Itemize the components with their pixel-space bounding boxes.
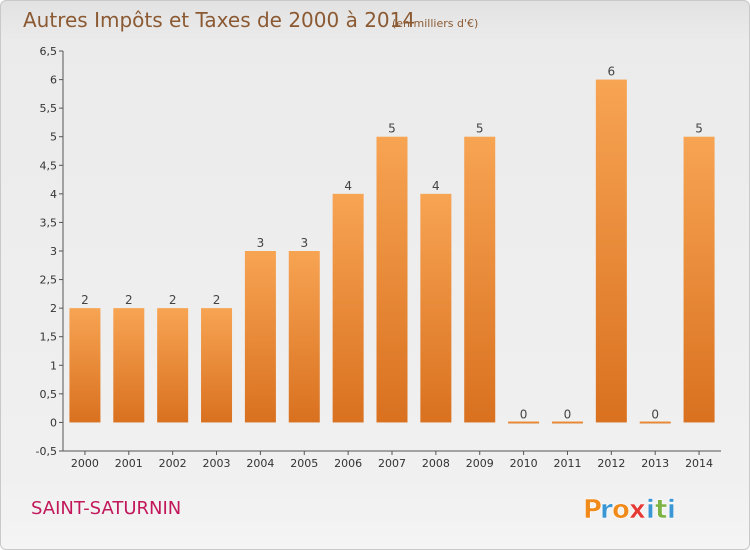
y-tick-label: 1,5 (40, 331, 58, 344)
y-tick-label: 6,5 (40, 45, 58, 58)
x-tick-label-2001: 2001 (115, 457, 143, 470)
y-tick-label: 4 (50, 188, 57, 201)
value-label-2012: 6 (608, 65, 616, 79)
x-axis: 2000 2001 2002 2003 2004 2005 2006 2007 2008 2009… (63, 450, 721, 470)
y-tick-label: 0,5 (40, 388, 58, 401)
chart-subtitle: (en milliers d'€) (392, 17, 478, 30)
x-tick-label-2006: 2006 (334, 457, 362, 470)
value-label-2005: 3 (300, 236, 308, 250)
bar-2000 (69, 308, 101, 423)
value-label-2006: 4 (344, 179, 352, 193)
bar-2005 (288, 251, 320, 423)
bar-2009 (464, 136, 496, 423)
logo-letter: r (600, 495, 613, 525)
x-tick-label-2004: 2004 (246, 457, 274, 470)
value-label-2002: 2 (169, 293, 177, 307)
value-label-2003: 2 (213, 293, 221, 307)
value-label-2009: 5 (476, 122, 484, 136)
logo-letter: t (655, 495, 667, 525)
x-tick-label-2008: 2008 (422, 457, 450, 470)
y-tick-label: 5,5 (40, 102, 58, 115)
logo-letter: i (667, 495, 676, 525)
x-tick-label-2005: 2005 (290, 457, 318, 470)
x-tick-label-2013: 2013 (641, 457, 669, 470)
bar-2002 (157, 308, 189, 423)
y-tick-label: 0 (50, 416, 57, 429)
value-label-2007: 5 (388, 122, 396, 136)
value-label-2001: 2 (125, 293, 133, 307)
y-tick-label: 5 (50, 131, 57, 144)
bars: 2 2 2 2 3 3 4 5 4 5 0 0 6 0 5 (69, 65, 715, 424)
value-label-2000: 2 (81, 293, 89, 307)
bar-2008 (420, 193, 452, 423)
y-tick-label: 6 (50, 74, 57, 87)
value-label-2004: 3 (257, 236, 265, 250)
x-tick-label-2002: 2002 (159, 457, 187, 470)
logo-letter: P (583, 495, 602, 525)
y-tick-label: 3 (50, 245, 57, 258)
y-tick-label: 4,5 (40, 159, 58, 172)
x-tick-label-2010: 2010 (510, 457, 538, 470)
y-tick-label: -0,5 (36, 445, 57, 458)
y-axis: -0,5 0 0,5 1 1,5 2 2,5 3 3,5 4 4,5 5 5,5 6 6,5 (36, 45, 64, 458)
bar-2012 (595, 79, 627, 423)
bar-2010 (508, 421, 540, 424)
bar-2006 (332, 193, 364, 423)
y-tick-label: 3,5 (40, 216, 58, 229)
bar-2007 (376, 136, 408, 423)
proxiti-logo: Pr o x i t i (583, 495, 677, 526)
y-tick-label: 2 (50, 302, 57, 315)
y-tick-label: 1 (50, 359, 57, 372)
x-tick-label-2009: 2009 (466, 457, 494, 470)
value-label-2011: 0 (564, 407, 572, 421)
x-tick-label-2003: 2003 (203, 457, 231, 470)
y-tick-label: 2,5 (40, 274, 58, 287)
place-name: SAINT-SATURNIN (31, 498, 181, 519)
bar-2004 (244, 251, 276, 423)
bar-2011 (551, 421, 583, 424)
value-label-2014: 5 (695, 122, 703, 136)
value-label-2010: 0 (520, 407, 528, 421)
x-tick-label-2014: 2014 (685, 457, 713, 470)
logo-letter: o (612, 495, 630, 525)
logo-letter: x (629, 495, 646, 525)
x-tick-label-2007: 2007 (378, 457, 406, 470)
bar-2014 (683, 136, 715, 423)
value-label-2013: 0 (651, 407, 659, 421)
value-label-2008: 4 (432, 179, 440, 193)
bar-2001 (113, 308, 145, 423)
bar-2003 (201, 308, 233, 423)
x-tick-label-2011: 2011 (553, 457, 581, 470)
x-tick-label-2012: 2012 (597, 457, 625, 470)
x-tick-label-2000: 2000 (71, 457, 99, 470)
chart-title: Autres Impôts et Taxes de 2000 à 2014 (23, 8, 415, 32)
logo-letter: i (646, 495, 655, 525)
bar-2013 (639, 421, 671, 424)
